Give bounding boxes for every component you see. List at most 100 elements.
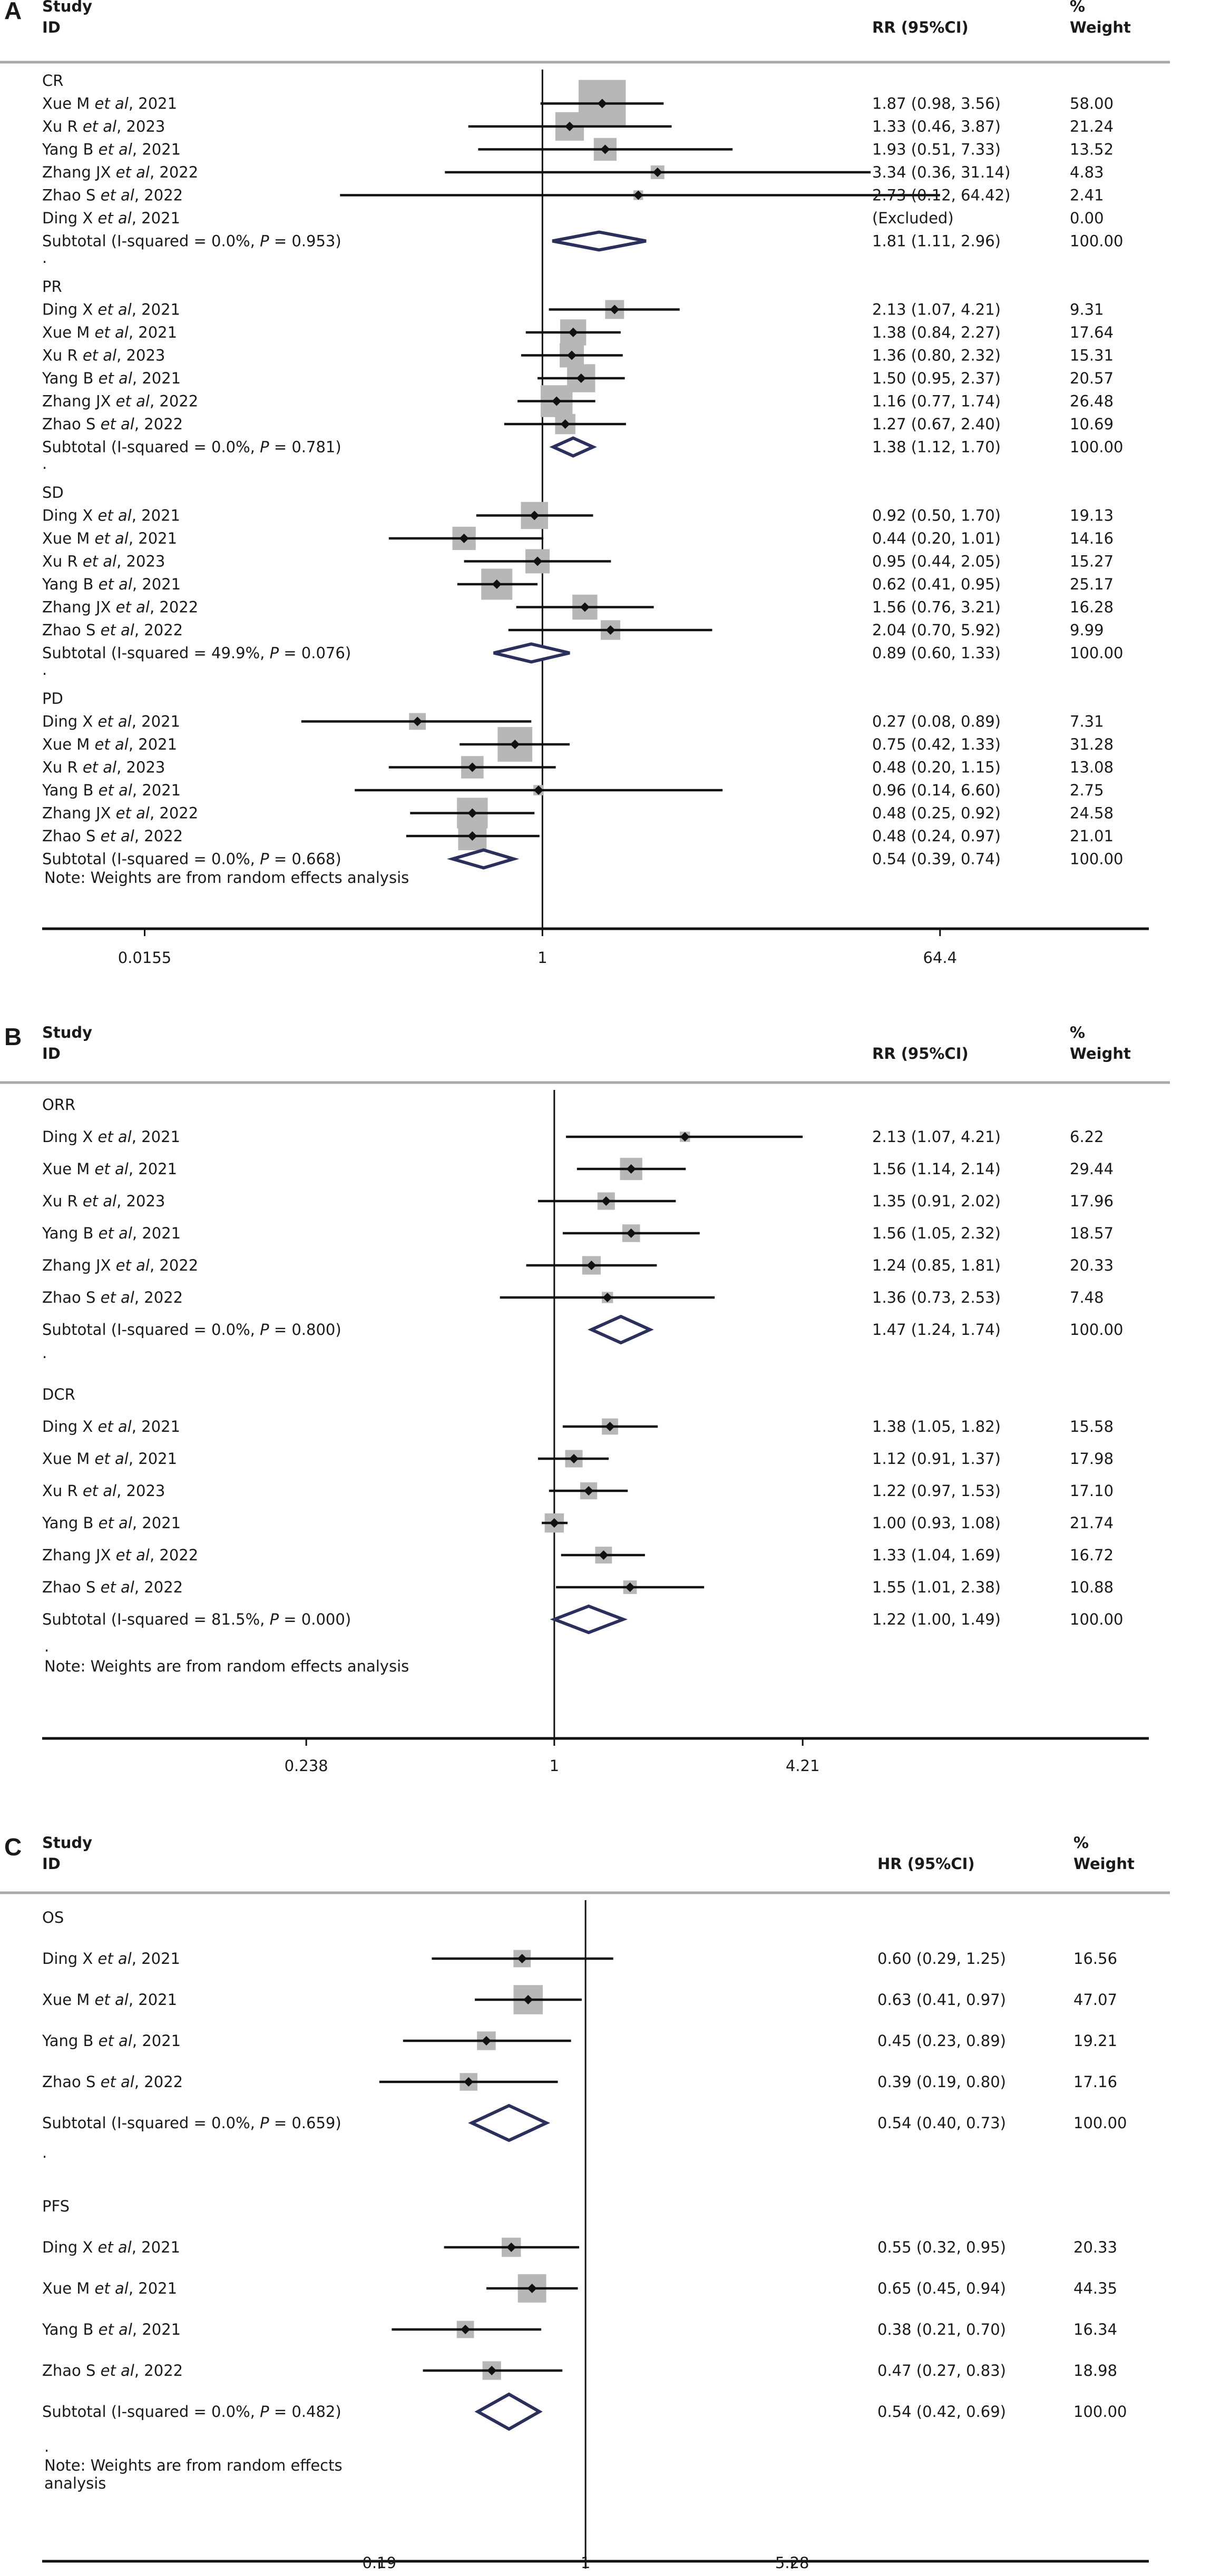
study-ding-x-label: Ding X et al, 2021 (42, 301, 180, 319)
study-xue-m-label-part-1: et al (95, 1991, 129, 2009)
study-yang-b-point (533, 785, 543, 795)
study-zhao-s-label-part-0: Zhao S (42, 827, 101, 845)
study-xue-m-label: Xue M et al, 2021 (42, 1991, 177, 2009)
x-tick-label: 4.21 (786, 1757, 820, 1775)
subtotal-label-part-0: Subtotal (I-squared = 0.0%, (42, 438, 260, 456)
study-ding-x-point (517, 1954, 527, 1963)
study-ding-x-label-part-1: et al (97, 1950, 131, 1968)
note: Note: Weights are from random effects an… (44, 869, 409, 887)
header-study: Study (42, 1834, 92, 1852)
study-zhao-s-point (606, 625, 616, 635)
study-xu-r-point (567, 350, 577, 360)
subtotal-diamond (446, 848, 520, 870)
study-ding-x-label-part-0: Ding X (42, 1128, 97, 1146)
subtotal-label: Subtotal (I-squared = 0.0%, P = 0.781) (42, 438, 341, 456)
study-xue-m-ci-text: 0.75 (0.42, 1.33) (872, 735, 1001, 753)
panel-label: C (4, 1833, 22, 1861)
study-zhang-jx-ci-text: 1.24 (0.85, 1.81) (872, 1256, 1001, 1274)
x-tick-label: 1 (581, 2554, 590, 2572)
x-tick-label: 0.238 (285, 1757, 328, 1775)
panel-B: B Study ID RR (95%CI)% Weight ORR Ding X et al… (0, 1023, 1170, 1775)
study-ding-x-label: Ding X et al, 2021 (42, 2238, 180, 2256)
study-zhao-s-ci-text: 1.36 (0.73, 2.53) (872, 1289, 1001, 1306)
study-ding-x-label-part-1: et al (97, 209, 131, 227)
study-zhang-jx-label-part-2: , 2022 (150, 1256, 198, 1274)
subtotal-weight: 100.00 (1070, 644, 1123, 662)
study-xue-m-label-part-1: et al (95, 1160, 129, 1178)
study-ding-x-weight: 15.58 (1070, 1418, 1114, 1436)
subtotal-weight: 100.00 (1070, 1321, 1123, 1339)
x-tick-label: 0.0155 (118, 949, 171, 967)
study-yang-b-label-part-1: et al (99, 781, 132, 799)
study-ding-x-label-part-2: , 2021 (132, 1950, 180, 1968)
study-ding-x-label-part-1: et al (97, 301, 131, 319)
study-xu-r-label-part-2: , 2023 (116, 117, 165, 135)
study-zhao-s-weight: 18.98 (1073, 2362, 1117, 2380)
study-xu-r-weight: 15.31 (1070, 347, 1114, 365)
study-yang-b-label-part-0: Yang B (42, 369, 99, 387)
x-tick-label: 64.4 (923, 949, 958, 967)
study-zhao-s-label-part-1: et al (101, 827, 134, 845)
study-ding-x-ci-text: 2.13 (1.07, 4.21) (872, 1128, 1001, 1146)
study-yang-b-label: Yang B et al, 2021 (42, 141, 181, 159)
subtotal-label-part-0: Subtotal (I-squared = 0.0%, (42, 1321, 260, 1339)
study-xue-m-label-part-0: Xue M (42, 1160, 95, 1178)
study-xu-r-ci-text: 1.33 (0.46, 3.87) (872, 117, 1001, 135)
header-id: ID (42, 1045, 61, 1063)
study-xu-r-label-part-0: Xu R (42, 553, 83, 571)
study-xue-m-point (510, 740, 520, 749)
study-xue-m-weight: 31.28 (1070, 735, 1114, 753)
study-zhang-jx-label: Zhang JX et al, 2022 (42, 804, 198, 822)
header-effect: HR (95%CI) (877, 1855, 975, 1873)
study-xue-m-label: Xue M et al, 2021 (42, 1450, 177, 1468)
study-zhang-jx-weight: 4.83 (1070, 163, 1104, 181)
study-zhao-s-point (633, 190, 643, 200)
study-xu-r-weight: 21.24 (1070, 117, 1114, 135)
study-xue-m-label: Xue M et al, 2021 (42, 95, 177, 113)
study-xu-r-ci-text: 1.35 (0.91, 2.02) (872, 1192, 1001, 1210)
study-xue-m-weight: 47.07 (1073, 1991, 1117, 2009)
study-zhao-s-label-part-1: et al (101, 186, 134, 204)
study-yang-b-label-part-2: , 2021 (132, 369, 181, 387)
study-yang-b-label-part-2: , 2021 (132, 141, 181, 159)
study-zhao-s-label: Zhao S et al, 2022 (42, 621, 183, 639)
study-xue-m-label-part-1: et al (95, 2279, 129, 2297)
study-zhao-s-label-part-2: , 2022 (134, 415, 183, 433)
study-yang-b-ci-text: 1.00 (0.93, 1.08) (872, 1514, 1001, 1532)
subtotal-label-part-2: = 0.800) (269, 1321, 341, 1339)
subtotal-ci-text: 1.47 (1.24, 1.74) (872, 1321, 1001, 1339)
study-zhao-s-label-part-0: Zhao S (42, 621, 101, 639)
study-ding-x-point (680, 1132, 690, 1142)
study-zhao-s-label-part-2: , 2022 (134, 2073, 183, 2091)
study-yang-b-label: Yang B et al, 2021 (42, 575, 181, 593)
study-zhao-s-label: Zhao S et al, 2022 (42, 2073, 183, 2091)
subtotal-label-part-0: Subtotal (I-squared = 0.0%, (42, 232, 260, 250)
study-ding-x-label: Ding X et al, 2021 (42, 507, 180, 525)
study-xue-m-label-part-0: Xue M (42, 323, 95, 341)
study-zhao-s-ci-text: 0.47 (0.27, 0.83) (877, 2362, 1006, 2380)
group-separator: . (42, 455, 47, 473)
study-zhao-s-ci-text: 0.48 (0.24, 0.97) (872, 827, 1001, 845)
study-yang-b-weight: 25.17 (1070, 575, 1114, 593)
study-xu-r-label-part-2: , 2023 (116, 553, 165, 571)
study-zhao-s-label-part-0: Zhao S (42, 2362, 101, 2380)
study-zhang-jx-weight: 16.72 (1070, 1546, 1114, 1564)
study-xue-m-label-part-0: Xue M (42, 735, 95, 753)
study-yang-b-label-part-0: Yang B (42, 2321, 99, 2338)
panel-label: A (4, 0, 22, 24)
subtotal-label: Subtotal (I-squared = 0.0%, P = 0.953) (42, 232, 341, 250)
subtotal-ci-text: 0.54 (0.42, 0.69) (877, 2403, 1006, 2421)
note-line-2: analysis (44, 2474, 106, 2492)
study-yang-b-point (600, 144, 610, 154)
subtotal-ci-text: 0.89 (0.60, 1.33) (872, 644, 1001, 662)
header-effect: RR (95%CI) (872, 1045, 969, 1063)
panel-C: C Study ID HR (95%CI)% Weight OS Ding X et al,… (0, 1833, 1170, 2572)
subtotal-label-part-2: = 0.482) (269, 2403, 341, 2421)
subtotal-diamond (552, 230, 647, 252)
study-xu-r-label-part-2: , 2023 (116, 1482, 165, 1500)
study-xu-r-weight: 17.96 (1070, 1192, 1114, 1210)
subtotal-label-part-2: = 0.000) (279, 1610, 351, 1628)
subtotal-label: Subtotal (I-squared = 0.0%, P = 0.659) (42, 2114, 341, 2132)
subtotal-weight: 100.00 (1070, 232, 1123, 250)
